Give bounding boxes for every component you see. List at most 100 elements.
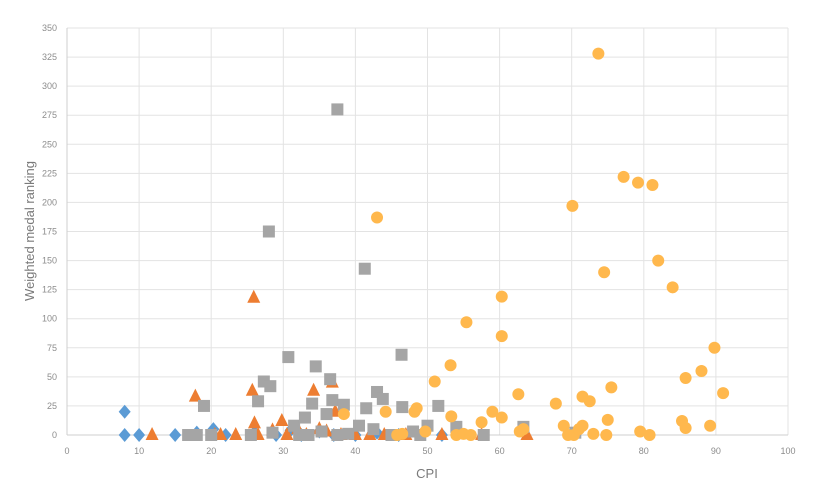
x-tick-label: 20 <box>206 446 216 456</box>
x-tick-label: 70 <box>567 446 577 456</box>
circle-marker <box>517 423 530 436</box>
x-tick-label: 0 <box>64 446 69 456</box>
y-tick-label: 175 <box>42 227 57 237</box>
circle-marker <box>549 397 562 410</box>
circle-marker <box>371 211 384 224</box>
square-marker <box>367 423 380 436</box>
circle-marker <box>486 405 499 418</box>
circle-marker <box>557 419 570 432</box>
square-marker <box>306 397 319 410</box>
square-marker <box>320 408 333 421</box>
square-marker <box>395 348 408 361</box>
diamond-marker <box>133 428 146 442</box>
square-marker <box>302 429 315 441</box>
circle-marker <box>428 375 441 388</box>
circle-marker <box>695 365 708 378</box>
circle-marker <box>495 330 508 343</box>
y-tick-label: 225 <box>42 168 57 178</box>
circle-marker <box>379 405 392 418</box>
x-tick-label: 90 <box>711 446 721 456</box>
circle-marker <box>643 429 656 441</box>
x-tick-label: 30 <box>278 446 288 456</box>
circle-marker <box>410 402 423 415</box>
circle-marker <box>576 419 589 432</box>
triangle-marker <box>247 289 261 303</box>
x-gridlines <box>138 28 789 435</box>
triangle-marker <box>435 427 449 440</box>
square-marker <box>298 411 311 424</box>
square-marker <box>337 398 350 411</box>
triangle-marker <box>229 427 243 440</box>
circle-marker <box>587 427 600 440</box>
x-axis-title: CPI <box>416 466 438 481</box>
y-axis-tick-labels: 0 25 50 75 100 125 150 175 200 225 250 275 300 325 350 <box>42 23 57 440</box>
x-tick-label: 80 <box>639 446 649 456</box>
square-marker <box>252 395 265 408</box>
circle-marker <box>601 413 614 426</box>
circle-marker <box>583 395 596 408</box>
square-marker <box>282 351 295 364</box>
square-marker <box>266 426 279 439</box>
triangle-marker <box>247 415 261 429</box>
circle-marker <box>617 170 630 183</box>
square-marker <box>342 427 355 440</box>
circle-marker <box>704 419 717 432</box>
y-tick-label: 0 <box>52 430 57 440</box>
circle-marker <box>600 429 613 441</box>
square-marker <box>477 429 490 441</box>
y-tick-label: 200 <box>42 197 57 207</box>
square-marker <box>358 262 371 275</box>
circle-marker <box>495 290 508 303</box>
circle-marker <box>708 341 721 354</box>
y-tick-label: 125 <box>42 285 57 295</box>
square-marker <box>288 419 301 432</box>
y-tick-label: 325 <box>42 52 57 62</box>
square-marker <box>326 394 339 407</box>
square-marker <box>293 429 306 441</box>
x-tick-label: 50 <box>422 446 432 456</box>
circle-marker <box>652 254 665 267</box>
circle-marker <box>512 388 525 401</box>
square-marker <box>190 429 203 441</box>
circle-marker <box>464 429 477 441</box>
circle-marker <box>566 199 579 212</box>
x-tick-label: 60 <box>495 446 505 456</box>
square-marker <box>396 401 409 414</box>
square-marker <box>244 429 257 441</box>
diamond-marker <box>118 404 131 419</box>
circle-marker <box>396 427 409 440</box>
circle-marker <box>444 359 457 372</box>
square-marker <box>331 429 344 441</box>
square-marker <box>324 373 337 386</box>
square-marker <box>264 380 277 393</box>
circle-marker <box>419 425 432 438</box>
circle-marker <box>666 281 679 294</box>
circle-marker <box>634 425 647 438</box>
y-tick-label: 100 <box>42 314 57 324</box>
square-marker <box>197 399 210 412</box>
y-tick-label: 75 <box>47 343 57 353</box>
square-marker <box>376 392 389 405</box>
circle-marker <box>717 387 730 400</box>
y-tick-label: 350 <box>42 23 57 33</box>
x-axis-tick-labels: 0 10 20 30 40 50 60 70 80 90 100 <box>64 446 795 456</box>
diamond-marker <box>118 428 131 442</box>
y-tick-label: 150 <box>42 256 57 266</box>
square-marker <box>205 429 218 441</box>
square-marker <box>262 225 275 238</box>
x-tick-label: 10 <box>134 446 144 456</box>
triangle-marker <box>188 388 202 402</box>
square-marker <box>360 402 373 415</box>
y-axis-title: Weighted medal ranking <box>22 161 37 301</box>
y-tick-label: 250 <box>42 139 57 149</box>
square-marker <box>432 399 445 412</box>
square-marker <box>315 425 328 438</box>
circle-marker <box>592 47 605 60</box>
circle-marker <box>475 416 488 429</box>
x-tick-label: 100 <box>780 446 795 456</box>
triangle-marker <box>307 382 321 396</box>
y-tick-label: 50 <box>47 372 57 382</box>
triangle-marker <box>275 413 289 427</box>
y-tick-label: 25 <box>47 401 57 411</box>
